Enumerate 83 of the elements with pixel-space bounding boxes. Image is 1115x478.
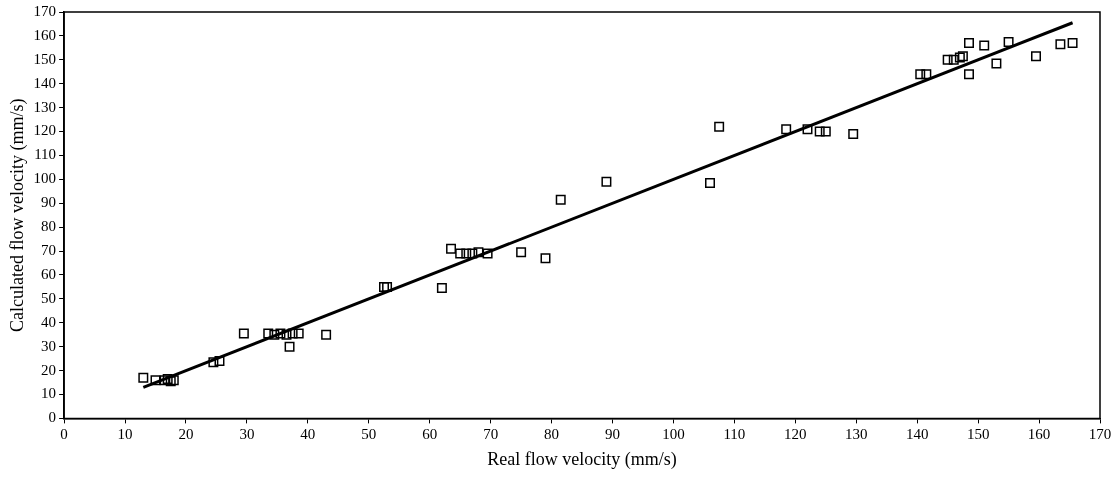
point (263, 328, 274, 339)
point (287, 328, 298, 339)
point (467, 248, 478, 259)
point (915, 69, 926, 80)
point (1055, 39, 1066, 50)
x-tick-label: 40 (300, 426, 316, 443)
point (848, 128, 859, 139)
point (382, 281, 393, 292)
y-tick-label: 10 (41, 385, 57, 402)
point (446, 243, 457, 254)
point (555, 194, 566, 205)
point (802, 124, 813, 135)
point (979, 40, 990, 51)
point (1067, 38, 1078, 49)
x-tick-label: 10 (117, 426, 133, 443)
y-tick-label: 90 (41, 194, 57, 211)
x-tick-label: 50 (361, 426, 377, 443)
y-tick-label: 130 (33, 98, 57, 115)
x-tick-label: 130 (845, 426, 868, 443)
x-tick-label: 70 (483, 426, 499, 443)
point (321, 329, 332, 340)
point (473, 247, 484, 258)
y-tick-label: 40 (41, 313, 57, 330)
point (461, 248, 472, 259)
point (516, 247, 527, 258)
point (705, 177, 716, 188)
point (991, 58, 1002, 69)
point (281, 329, 292, 340)
point (208, 357, 219, 368)
point (820, 126, 831, 137)
point (293, 328, 304, 339)
x-tick-label: 170 (1088, 426, 1112, 443)
x-tick-label: 140 (905, 426, 929, 443)
point (814, 126, 825, 137)
y-tick-label: 110 (34, 146, 57, 163)
point (482, 248, 493, 259)
x-tick-label: 110 (723, 426, 746, 443)
y-tick-label: 20 (41, 361, 57, 378)
y-tick-label: 170 (33, 2, 57, 19)
point (601, 176, 612, 187)
x-tick-label: 20 (178, 426, 194, 443)
point (1003, 36, 1014, 47)
point (214, 356, 225, 367)
x-tick-label: 80 (544, 426, 560, 443)
point (455, 248, 466, 259)
y-tick-label: 100 (33, 170, 57, 187)
point (781, 124, 792, 135)
point (921, 69, 932, 80)
y-tick-label: 120 (33, 122, 57, 139)
y-tick-label: 140 (33, 74, 57, 91)
point (238, 328, 249, 339)
y-tick-label: 0 (48, 409, 57, 426)
point (150, 375, 161, 386)
y-tick-label: 160 (33, 26, 57, 43)
y-tick-label: 80 (41, 218, 57, 235)
x-tick-label: 160 (1027, 426, 1051, 443)
point (948, 54, 959, 65)
point (964, 69, 974, 80)
x-tick-label: 0 (60, 426, 68, 443)
point (269, 329, 280, 340)
x-tick-label: 90 (605, 426, 621, 443)
y-tick-label: 30 (41, 337, 57, 354)
point (1031, 51, 1042, 62)
y-tick-label: 60 (41, 265, 57, 282)
x-tick-label: 120 (784, 426, 807, 443)
point (964, 38, 974, 49)
y-axis-title: Calculated flow velocity (mm/s) (6, 98, 28, 332)
x-tick-label: 100 (662, 426, 685, 443)
point (942, 54, 953, 65)
point (379, 281, 389, 292)
x-tick-label: 60 (422, 426, 438, 443)
point (275, 328, 286, 339)
point (540, 253, 551, 264)
x-axis-title: Real flow velocity (mm/s) (487, 448, 677, 470)
y-tick-label: 150 (33, 50, 57, 67)
point (138, 372, 149, 383)
y-tick-label: 70 (41, 242, 57, 258)
x-tick-label: 30 (239, 426, 255, 443)
point (284, 341, 295, 352)
x-tick-label: 150 (966, 426, 990, 443)
point (714, 121, 725, 132)
point (436, 283, 447, 294)
y-tick-label: 50 (41, 289, 57, 306)
